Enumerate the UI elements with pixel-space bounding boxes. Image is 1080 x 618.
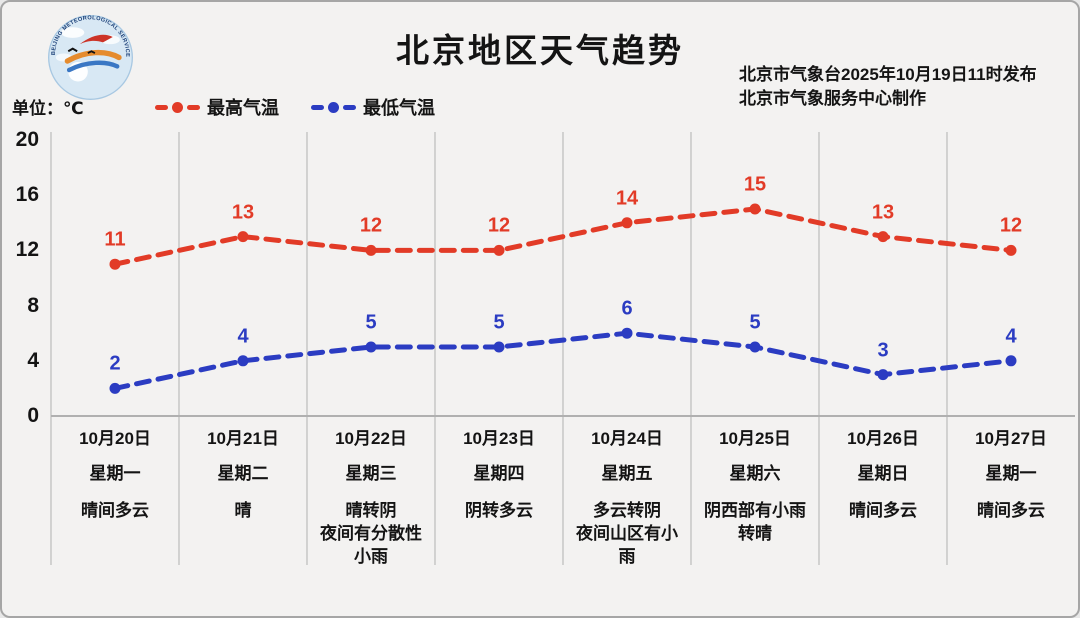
max-temp-point (877, 231, 889, 243)
y-tick-label: 4 (27, 348, 39, 372)
max-temp-point (109, 258, 121, 270)
min-temp-line (112, 330, 1014, 391)
day-date: 10月27日 (975, 429, 1047, 448)
meteorological-service-logo: BEIJING METEOROLOGICAL SERVICE (48, 15, 133, 100)
y-tick-label: 20 (15, 128, 39, 151)
max-temp-value: 12 (999, 214, 1023, 237)
min-temp-value: 6 (621, 297, 633, 320)
min-temp-point (749, 341, 761, 353)
min-temp-value: 2 (109, 352, 121, 375)
legend-item-min-temp: 最低气温 (311, 94, 435, 120)
day-date: 10月20日 (79, 429, 151, 448)
day-date: 10月21日 (207, 429, 279, 448)
legend-label-max: 最高气温 (207, 98, 279, 118)
min-temp-point (621, 327, 633, 339)
min-temp-point (493, 341, 505, 353)
day-weather: 阴西部有小雨 转晴 (704, 501, 806, 543)
y-tick-label: 8 (27, 293, 39, 317)
max-temp-value: 12 (359, 214, 383, 237)
min-temp-value: 5 (749, 311, 761, 334)
min-temp-point (877, 369, 889, 381)
chart-legend: 最高气温 最低气温 (155, 94, 435, 120)
day-week: 星期一 (89, 464, 141, 483)
min-temp-value: 3 (877, 339, 889, 362)
max-temp-point (365, 244, 377, 256)
logo-red-swoosh (79, 34, 113, 45)
day-weather: 晴间多云 (977, 501, 1045, 520)
day-date: 10月22日 (335, 429, 407, 448)
min-temp-point (109, 382, 121, 394)
day-week: 星期六 (729, 464, 781, 483)
max-temp-value: 15 (743, 173, 767, 196)
min-temp-value: 4 (237, 325, 249, 348)
day-week: 星期五 (601, 464, 653, 483)
logo-bird-icon (87, 50, 96, 54)
day-column: 10月24日 星期五多云转阴 夜间山区有小 雨 (563, 429, 691, 568)
max-temp-line-icon (155, 101, 200, 113)
logo-orange-swoosh (64, 49, 122, 64)
max-temp-point (621, 217, 633, 229)
min-temp-value: 4 (1005, 325, 1017, 348)
min-temp-point (365, 341, 377, 353)
min-temp-value: 5 (365, 311, 377, 334)
max-temp-value: 13 (871, 201, 895, 224)
min-temp-line-icon (311, 101, 356, 113)
day-column: 10月23日 星期四阴转多云 (435, 429, 563, 522)
day-column: 10月27日 星期一晴间多云 (947, 429, 1075, 522)
day-column: 10月25日 星期六阴西部有小雨 转晴 (691, 429, 819, 545)
day-column: 10月22日 星期三晴转阴 夜间有分散性 小雨 (307, 429, 435, 568)
min-temp-value: 5 (493, 311, 505, 334)
day-week: 星期日 (857, 464, 909, 483)
logo-bird-icon (67, 47, 78, 53)
day-date: 10月26日 (847, 429, 919, 448)
legend-label-min: 最低气温 (363, 98, 435, 118)
max-temp-value: 13 (231, 201, 255, 224)
min-temp-point (1005, 355, 1017, 367)
max-temp-point (237, 231, 249, 243)
publisher-line-1: 北京市气象台2025年10月19日11时发布 (739, 65, 1037, 84)
y-tick-label: 16 (15, 183, 39, 207)
day-date: 10月24日 (591, 429, 663, 448)
logo-blue-swoosh (66, 60, 120, 73)
max-temp-value: 11 (104, 228, 126, 251)
max-temp-line (112, 206, 1014, 267)
y-tick-label: 12 (15, 238, 39, 262)
day-weather: 晴间多云 (849, 501, 917, 520)
day-column: 10月26日 星期日晴间多云 (819, 429, 947, 522)
day-column: 10月21日 星期二晴 (179, 429, 307, 522)
day-week: 星期一 (985, 464, 1037, 483)
day-weather: 晴转阴 夜间有分散性 小雨 (320, 501, 422, 566)
max-temp-value: 14 (615, 187, 639, 210)
day-weather: 晴间多云 (81, 501, 149, 520)
max-temp-point (749, 203, 761, 215)
day-date: 10月25日 (719, 429, 791, 448)
y-tick-label: 0 (27, 404, 39, 427)
max-temp-value: 12 (487, 214, 511, 237)
day-week: 星期二 (217, 464, 269, 483)
day-weather: 多云转阴 夜间山区有小 雨 (576, 501, 678, 566)
legend-item-max-temp: 最高气温 (155, 94, 279, 120)
max-temp-point (493, 244, 505, 256)
publisher-line-2: 北京市气象服务中心制作 (739, 89, 926, 108)
min-temp-point (237, 355, 249, 367)
publisher-info: 北京市气象台2025年10月19日11时发布 北京市气象服务中心制作 (739, 63, 1037, 111)
day-weather: 阴转多云 (465, 501, 533, 520)
day-weather: 晴 (234, 501, 252, 520)
unit-label: 单位：℃ (12, 99, 84, 118)
day-column: 10月20日 星期一晴间多云 (51, 429, 179, 522)
day-date: 10月23日 (463, 429, 535, 448)
page-title: 北京地区天气趋势 (396, 32, 684, 69)
day-week: 星期四 (473, 464, 525, 483)
max-temp-point (1005, 244, 1017, 256)
day-week: 星期三 (345, 464, 397, 483)
